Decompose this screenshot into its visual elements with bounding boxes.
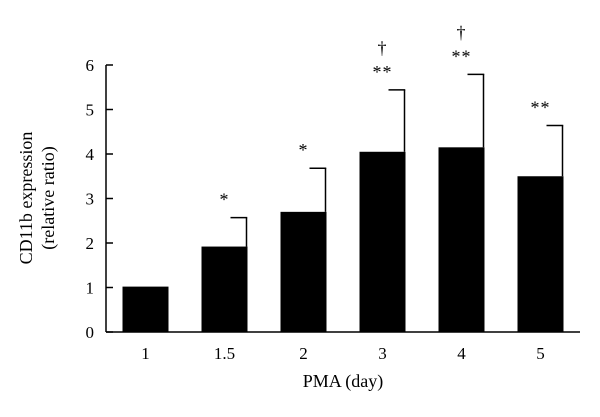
y-tick-label: 4 <box>86 145 95 164</box>
bar <box>201 246 248 332</box>
x-tick-label: 5 <box>536 344 545 363</box>
significance-markers: ****† **†** <box>220 22 551 210</box>
y-tick-label: 6 <box>86 56 95 75</box>
x-tick-label: 1.5 <box>214 344 235 363</box>
y-tick-label: 3 <box>86 190 95 209</box>
significance-marker: ** <box>531 98 551 118</box>
significance-marker: ** <box>452 46 472 66</box>
bar <box>280 211 327 332</box>
y-axis-ticks: 0 1 2 3 4 5 6 <box>86 56 113 342</box>
bar <box>517 176 564 332</box>
bar <box>359 151 406 332</box>
significance-marker: † <box>457 22 467 42</box>
x-tick-label: 1 <box>141 344 150 363</box>
bar <box>438 147 485 332</box>
x-tick-label: 4 <box>457 344 466 363</box>
significance-marker: * <box>220 190 230 210</box>
y-tick-label: 1 <box>86 279 95 298</box>
bars <box>122 73 564 332</box>
x-tick-label: 2 <box>299 344 308 363</box>
bar <box>122 286 169 332</box>
y-axis-title-line2: (relative ratio) <box>38 146 59 249</box>
y-axis-title: CD11b expression <box>16 132 36 265</box>
y-tick-label: 2 <box>86 234 95 253</box>
significance-marker: * <box>299 140 309 160</box>
y-axis-title-group: CD11b expression (relative ratio) <box>16 132 59 265</box>
x-tick-label: 3 <box>378 344 387 363</box>
significance-marker: ** <box>373 62 393 82</box>
x-axis-title: PMA (day) <box>303 371 384 392</box>
significance-marker: † <box>378 38 388 58</box>
y-tick-label: 0 <box>86 323 95 342</box>
y-tick-label: 5 <box>86 101 95 120</box>
